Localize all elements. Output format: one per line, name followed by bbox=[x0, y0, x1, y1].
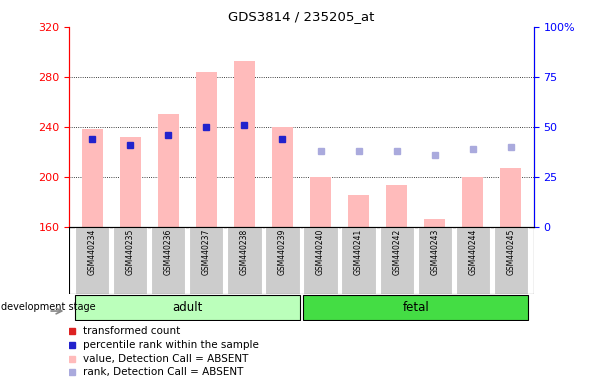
Text: transformed count: transformed count bbox=[83, 326, 180, 336]
Text: development stage: development stage bbox=[1, 302, 95, 312]
Text: GSM440234: GSM440234 bbox=[87, 228, 96, 275]
Text: percentile rank within the sample: percentile rank within the sample bbox=[83, 340, 259, 350]
Text: GSM440238: GSM440238 bbox=[240, 228, 249, 275]
Bar bbox=[303, 227, 338, 294]
Bar bbox=[494, 227, 528, 294]
Text: GSM440240: GSM440240 bbox=[316, 228, 325, 275]
Text: GSM440241: GSM440241 bbox=[354, 228, 363, 275]
Text: GSM440242: GSM440242 bbox=[392, 228, 401, 275]
Text: value, Detection Call = ABSENT: value, Detection Call = ABSENT bbox=[83, 354, 248, 364]
Text: GSM440245: GSM440245 bbox=[507, 228, 516, 275]
Text: GSM440243: GSM440243 bbox=[430, 228, 439, 275]
Bar bbox=[303, 295, 528, 319]
Bar bbox=[75, 295, 300, 319]
Bar bbox=[379, 227, 414, 294]
Bar bbox=[386, 185, 407, 227]
Bar bbox=[82, 129, 103, 227]
Bar bbox=[189, 227, 224, 294]
Bar bbox=[500, 168, 521, 227]
Text: GDS3814 / 235205_at: GDS3814 / 235205_at bbox=[229, 10, 374, 23]
Bar bbox=[234, 61, 255, 227]
Bar bbox=[113, 227, 147, 294]
Bar bbox=[120, 137, 140, 227]
Text: GSM440237: GSM440237 bbox=[202, 228, 211, 275]
Bar bbox=[227, 227, 262, 294]
Bar bbox=[341, 227, 376, 294]
Bar bbox=[272, 127, 293, 227]
Bar bbox=[310, 177, 331, 227]
Bar bbox=[456, 227, 490, 294]
Bar bbox=[75, 227, 109, 294]
Bar bbox=[158, 114, 178, 227]
Text: fetal: fetal bbox=[402, 301, 429, 314]
Text: GSM440236: GSM440236 bbox=[164, 228, 173, 275]
Bar bbox=[265, 227, 300, 294]
Text: adult: adult bbox=[172, 301, 203, 314]
Bar bbox=[196, 72, 217, 227]
Text: GSM440244: GSM440244 bbox=[469, 228, 477, 275]
Bar bbox=[348, 195, 369, 227]
Bar bbox=[151, 227, 186, 294]
Bar bbox=[425, 219, 445, 227]
Bar bbox=[417, 227, 452, 294]
Text: GSM440239: GSM440239 bbox=[278, 228, 287, 275]
Text: GSM440235: GSM440235 bbox=[126, 228, 134, 275]
Text: rank, Detection Call = ABSENT: rank, Detection Call = ABSENT bbox=[83, 367, 244, 377]
Bar bbox=[463, 177, 483, 227]
